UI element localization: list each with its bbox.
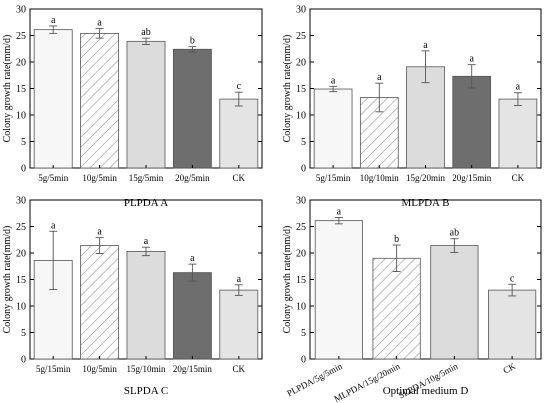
y-axis-label: Colony growth rate(mm/d) (282, 35, 293, 143)
significance-letter-3: a (144, 236, 149, 247)
significance-letter-5: a (516, 82, 521, 93)
significance-letter-4: c (510, 273, 515, 284)
significance-letter-4: b (190, 36, 195, 47)
y-tick-label: 0 (301, 355, 306, 366)
panel-title: MLPDA B (402, 197, 450, 209)
x-tick-label-4: 20g/15min (173, 364, 213, 374)
y-axis-label: Colony growth rate(mm/d) (282, 226, 293, 334)
y-tick-label: 30 (296, 196, 306, 207)
panel-title: Optimal medium D (383, 385, 469, 397)
x-tick-label-5: CK (512, 173, 525, 183)
bar-5 (219, 289, 259, 360)
y-tick-label: 30 (16, 196, 26, 207)
chart-panel-3: 0 5 10 15 20 25 30 Colony growth rate(mm/d) a 5g/… (2, 196, 263, 397)
bar-2 (80, 32, 120, 169)
y-tick-label: 15 (16, 275, 26, 286)
y-tick-label: 10 (16, 302, 26, 313)
bar-1 (314, 220, 363, 360)
bar-3 (406, 66, 445, 169)
x-tick-label-2: 10g/5min (82, 364, 117, 374)
significance-letter-1: a (337, 206, 342, 217)
x-tick-label-5: CK (233, 364, 246, 374)
bar-2 (80, 245, 120, 360)
bar-4 (488, 289, 537, 360)
y-tick-label: 15 (296, 275, 306, 286)
y-tick-label: 15 (296, 84, 306, 95)
y-tick-label: 0 (21, 355, 26, 366)
y-tick-label: 25 (16, 222, 26, 233)
significance-letter-3: a (423, 40, 428, 51)
x-tick-label-2: 10g/10min (360, 173, 400, 183)
y-tick-label: 30 (296, 5, 306, 16)
bar-2 (372, 257, 421, 360)
significance-letter-1: a (51, 15, 56, 26)
x-tick-label-2: 10g/5min (82, 173, 117, 183)
x-tick-label-3: 15g/10min (126, 364, 166, 374)
bar-4 (172, 272, 212, 360)
bar-5 (219, 98, 259, 169)
y-tick-label: 5 (21, 137, 26, 148)
x-tick-label-4: CK (501, 361, 517, 376)
bar-3 (126, 251, 166, 360)
y-tick-label: 15 (16, 84, 26, 95)
chart-panel-1: 0 5 10 15 20 25 30 Colony growth rate(mm/d) a 5g/… (2, 5, 263, 209)
y-tick-label: 10 (296, 111, 306, 122)
y-tick-label: 5 (21, 328, 26, 339)
bar-5 (498, 98, 538, 169)
significance-letter-2: b (394, 234, 399, 245)
y-tick-label: 20 (16, 58, 26, 69)
bar-4 (172, 48, 212, 169)
x-tick-label-3: 15g/5min (129, 173, 164, 183)
x-tick-label-1: 5g/15min (36, 364, 71, 374)
panel-title: PLPDA A (124, 197, 168, 209)
x-tick-label-5: CK (233, 173, 246, 183)
y-tick-label: 30 (16, 5, 26, 16)
bar-3 (430, 245, 479, 360)
bar-3 (126, 40, 166, 169)
y-tick-label: 5 (301, 328, 306, 339)
y-tick-label: 0 (21, 164, 26, 175)
y-axis-label: Colony growth rate(mm/d) (2, 226, 13, 334)
significance-letter-1: a (51, 220, 56, 231)
y-tick-label: 25 (296, 31, 306, 42)
y-axis-label: Colony growth rate(mm/d) (2, 35, 13, 143)
x-tick-label-4: 20g/15min (452, 173, 492, 183)
x-tick-label-4: 20g/5min (175, 173, 210, 183)
significance-letter-3: ab (450, 228, 459, 239)
significance-letter-2: a (377, 72, 382, 83)
chart-panel-2: 0 5 10 15 20 25 30 Colony growth rate(mm/d) a 5g/… (282, 5, 542, 209)
y-tick-label: 5 (301, 137, 306, 148)
y-tick-label: 20 (16, 249, 26, 260)
y-tick-label: 0 (301, 164, 306, 175)
y-tick-label: 20 (296, 58, 306, 69)
bar-1 (33, 29, 73, 169)
y-tick-label: 10 (16, 111, 26, 122)
significance-letter-2: a (97, 18, 102, 29)
y-tick-label: 25 (296, 222, 306, 233)
significance-letter-5: c (237, 81, 242, 92)
bar-1 (313, 88, 353, 169)
significance-letter-4: a (469, 54, 474, 65)
bar-4 (452, 75, 492, 169)
significance-letter-1: a (331, 75, 336, 86)
y-tick-label: 10 (296, 302, 306, 313)
significance-letter-4: a (190, 253, 195, 264)
significance-letter-5: a (237, 274, 242, 285)
y-tick-label: 25 (16, 31, 26, 42)
significance-letter-2: a (97, 227, 102, 238)
x-tick-label-3: 15g/20min (406, 173, 446, 183)
x-tick-label-1: 5g/15min (316, 173, 351, 183)
x-tick-label-1: 5g/5min (38, 173, 69, 183)
y-tick-label: 20 (296, 249, 306, 260)
significance-letter-3: ab (141, 27, 150, 38)
panel-title: SLPDA C (124, 385, 168, 397)
